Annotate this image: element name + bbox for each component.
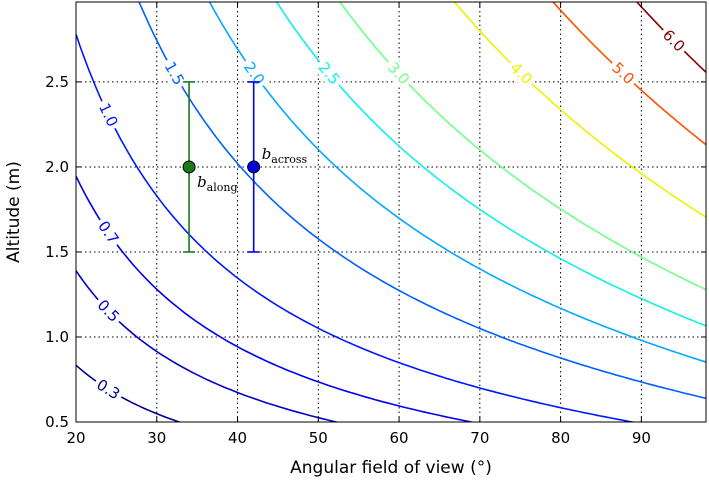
contour-line-4.0 [453, 2, 706, 218]
y-axis: 0.5 1.0 1.5 2.0 2.5 [45, 73, 706, 431]
data-point [182, 160, 196, 174]
x-tick-label: 40 [228, 429, 247, 447]
contour-line-2.0 [208, 2, 706, 363]
x-tick-label: 80 [551, 429, 570, 447]
point-label: bacross [262, 145, 308, 166]
y-tick-label: 2.5 [45, 73, 69, 91]
x-axis: 20 30 40 50 60 70 80 90 [66, 2, 651, 447]
x-axis-title: Angular field of view (°) [290, 458, 492, 478]
x-tick-label: 90 [632, 429, 651, 447]
point-b-along: balong [182, 81, 238, 253]
x-tick-label: 20 [66, 429, 85, 447]
x-tick-label: 30 [147, 429, 166, 447]
contour-line-0.7 [76, 175, 476, 422]
point-b-across: bacross [247, 81, 308, 253]
contour-label-0.5: 0.5 [91, 293, 126, 328]
plot-frame [75, 1, 707, 423]
contour-line-2.5 [275, 2, 706, 327]
point-label: balong [197, 173, 237, 194]
y-axis-title: Altitude (m) [4, 161, 24, 263]
contour-line-1.0 [76, 34, 637, 422]
contour-line-0.5 [76, 270, 340, 422]
contour-line-5.0 [551, 2, 706, 146]
y-tick-label: 1.5 [45, 243, 69, 261]
data-point [247, 160, 261, 174]
x-tick-label: 70 [470, 429, 489, 447]
y-tick-label: 2.0 [45, 158, 69, 176]
x-tick-label: 50 [309, 429, 328, 447]
x-tick-label: 60 [390, 429, 409, 447]
y-tick-label: 1.0 [45, 328, 69, 346]
y-tick-label: 0.5 [45, 413, 69, 431]
points-layer: balong bacross [182, 81, 308, 253]
